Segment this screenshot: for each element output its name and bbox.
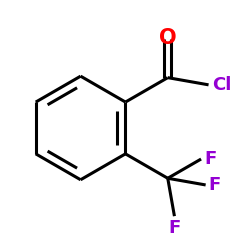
Text: F: F — [204, 150, 216, 168]
Text: F: F — [208, 176, 221, 194]
Text: F: F — [168, 219, 180, 237]
Text: Cl: Cl — [212, 76, 232, 94]
Text: O: O — [159, 28, 176, 48]
